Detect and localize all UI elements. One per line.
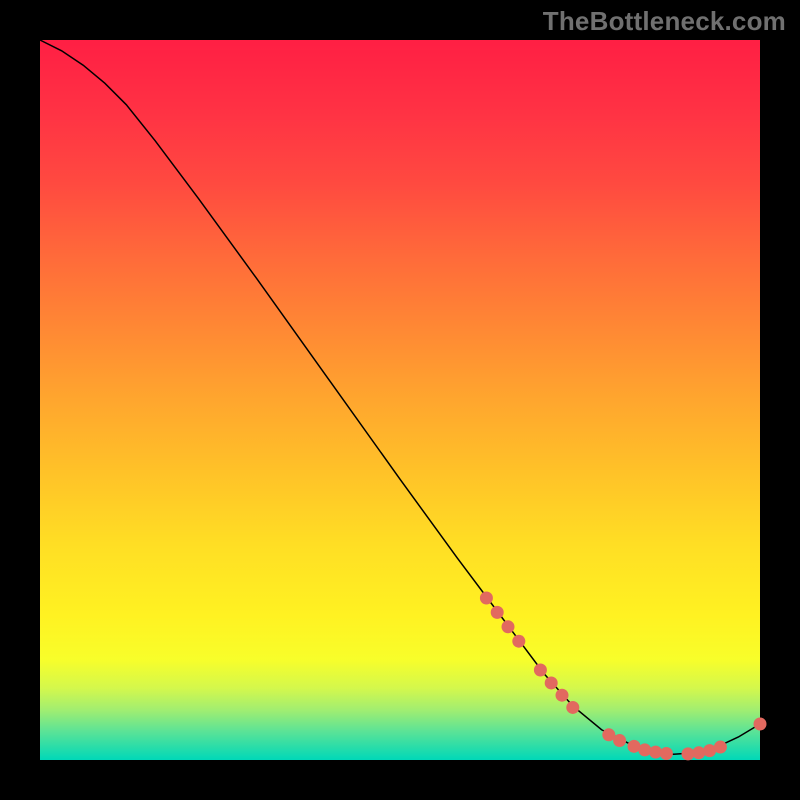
curve-marker — [754, 718, 767, 731]
curve-marker — [556, 689, 569, 702]
curve-marker — [512, 635, 525, 648]
curve-marker — [692, 746, 705, 759]
curve-marker — [534, 664, 547, 677]
curve-marker — [502, 620, 515, 633]
chart-background — [40, 40, 760, 760]
curve-marker — [491, 606, 504, 619]
bottleneck-chart — [0, 0, 800, 800]
chart-container: TheBottleneck.com — [0, 0, 800, 800]
curve-marker — [638, 743, 651, 756]
curve-marker — [480, 592, 493, 605]
curve-marker — [566, 701, 579, 714]
curve-marker — [613, 734, 626, 747]
curve-marker — [660, 747, 673, 760]
curve-marker — [545, 676, 558, 689]
curve-marker — [714, 741, 727, 754]
watermark-text: TheBottleneck.com — [543, 6, 786, 37]
